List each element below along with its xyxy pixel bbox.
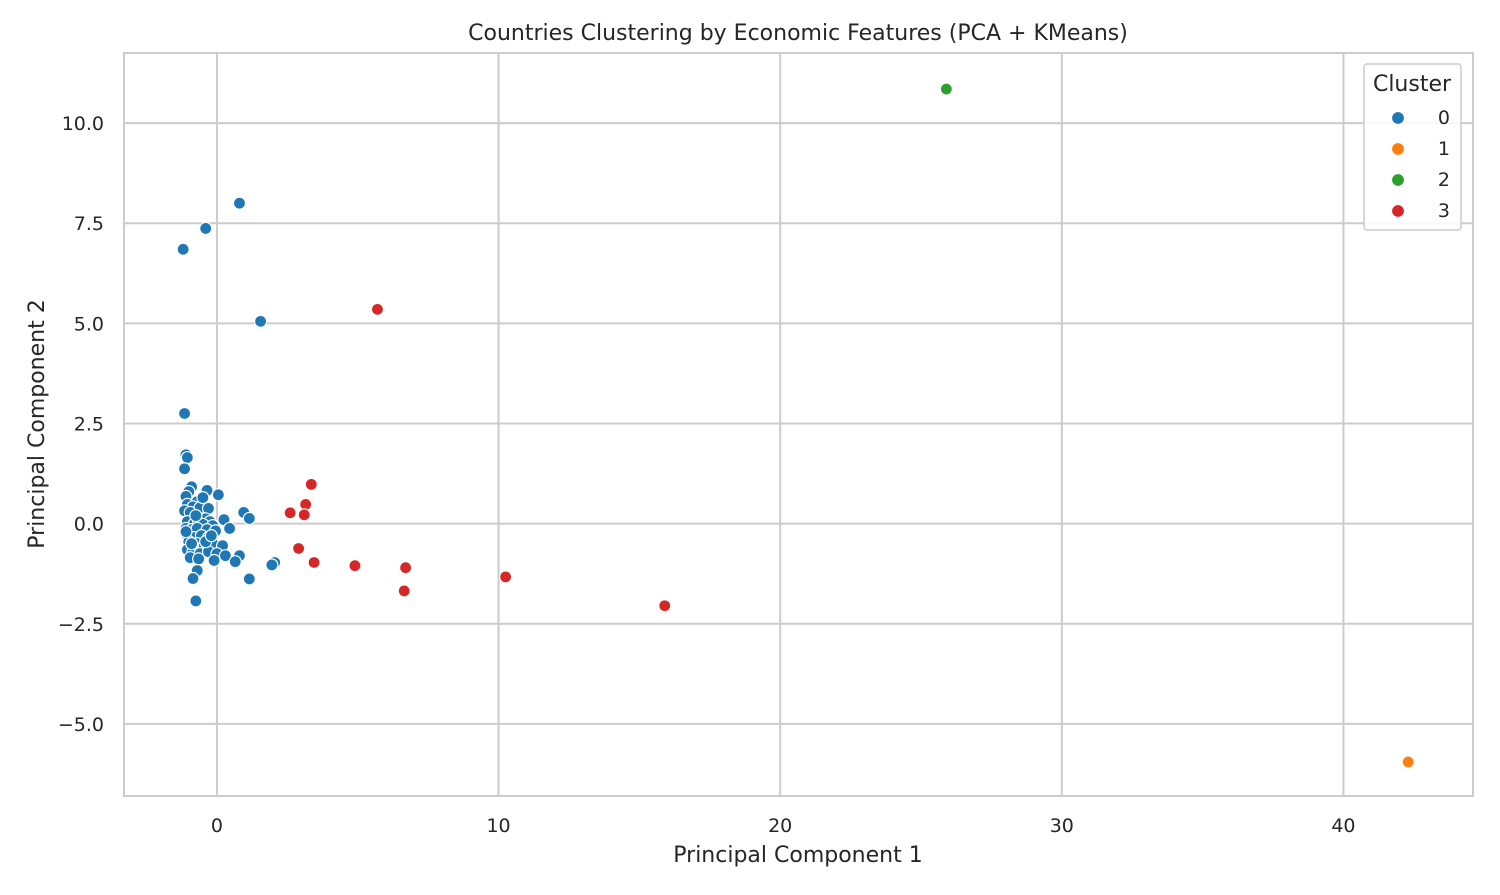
legend-marker (1390, 141, 1406, 157)
series-0 (176, 196, 282, 608)
data-point (189, 594, 203, 608)
data-point (228, 555, 242, 569)
data-point (207, 553, 221, 568)
legend-label: 1 (1438, 138, 1450, 160)
data-point (348, 559, 362, 573)
x-tick-label: 40 (1331, 815, 1355, 837)
data-point (658, 599, 672, 613)
data-point (242, 572, 256, 586)
y-axis-label: Principal Component 2 (25, 299, 50, 548)
data-point (499, 570, 513, 584)
data-point (196, 490, 210, 505)
data-point (399, 561, 413, 575)
data-point (177, 406, 192, 421)
y-axis-ticks: −5.0 −2.5 0.0 2.5 5.0 7.5 10.0 (58, 113, 104, 736)
data-point (307, 555, 321, 570)
legend-entries: 0 1 2 3 (1390, 107, 1450, 222)
data-point (292, 541, 306, 556)
data-point (304, 477, 318, 491)
data-point (297, 508, 311, 522)
y-tick-label: −5.0 (58, 714, 104, 736)
data-point (199, 221, 213, 236)
series-1 (1401, 755, 1415, 769)
legend-title: Cluster (1373, 72, 1452, 97)
legend-label: 2 (1438, 169, 1450, 191)
data-point (204, 529, 218, 543)
data-point (242, 511, 256, 526)
legend-marker (1390, 203, 1406, 219)
data-point (176, 242, 190, 256)
y-tick-label: −2.5 (58, 614, 104, 636)
data-point (223, 521, 237, 536)
data-point (177, 462, 192, 476)
data-point (179, 525, 193, 539)
y-tick-label: 5.0 (74, 313, 104, 335)
data-point (253, 314, 268, 328)
data-point (186, 571, 200, 586)
data-point (397, 584, 411, 598)
series-3 (283, 302, 672, 613)
x-tick-label: 0 (211, 815, 223, 837)
x-tick-label: 10 (486, 815, 510, 837)
legend-box (1363, 63, 1462, 231)
y-tick-label: 0.0 (74, 514, 104, 536)
data-point (939, 82, 953, 96)
grid-lines (124, 53, 1473, 796)
x-tick-label: 20 (768, 815, 792, 837)
x-axis-label: Principal Component 1 (673, 843, 922, 868)
data-point (211, 488, 225, 502)
y-tick-label: 7.5 (74, 213, 104, 235)
data-point (1401, 755, 1415, 769)
series-2 (939, 82, 953, 96)
data-point (180, 450, 194, 465)
data-point (184, 537, 199, 551)
data-point (370, 302, 385, 316)
chart-title: Countries Clustering by Economic Feature… (468, 21, 1128, 46)
data-point (283, 506, 297, 520)
x-tick-label: 30 (1050, 815, 1074, 837)
legend-marker (1390, 172, 1406, 188)
legend: Cluster 0 1 2 3 (1363, 63, 1462, 231)
data-points (176, 82, 1415, 769)
y-tick-label: 10.0 (62, 113, 104, 135)
x-axis-ticks: 0 10 20 30 40 (211, 815, 1356, 837)
legend-marker (1390, 110, 1406, 126)
legend-label: 0 (1438, 107, 1450, 129)
legend-label: 3 (1438, 200, 1450, 222)
data-point (218, 549, 232, 563)
plot-frame (123, 52, 1474, 797)
data-point (189, 509, 203, 523)
data-point (192, 552, 206, 566)
data-point (232, 196, 247, 210)
data-point (265, 558, 279, 572)
y-tick-label: 2.5 (74, 413, 104, 435)
